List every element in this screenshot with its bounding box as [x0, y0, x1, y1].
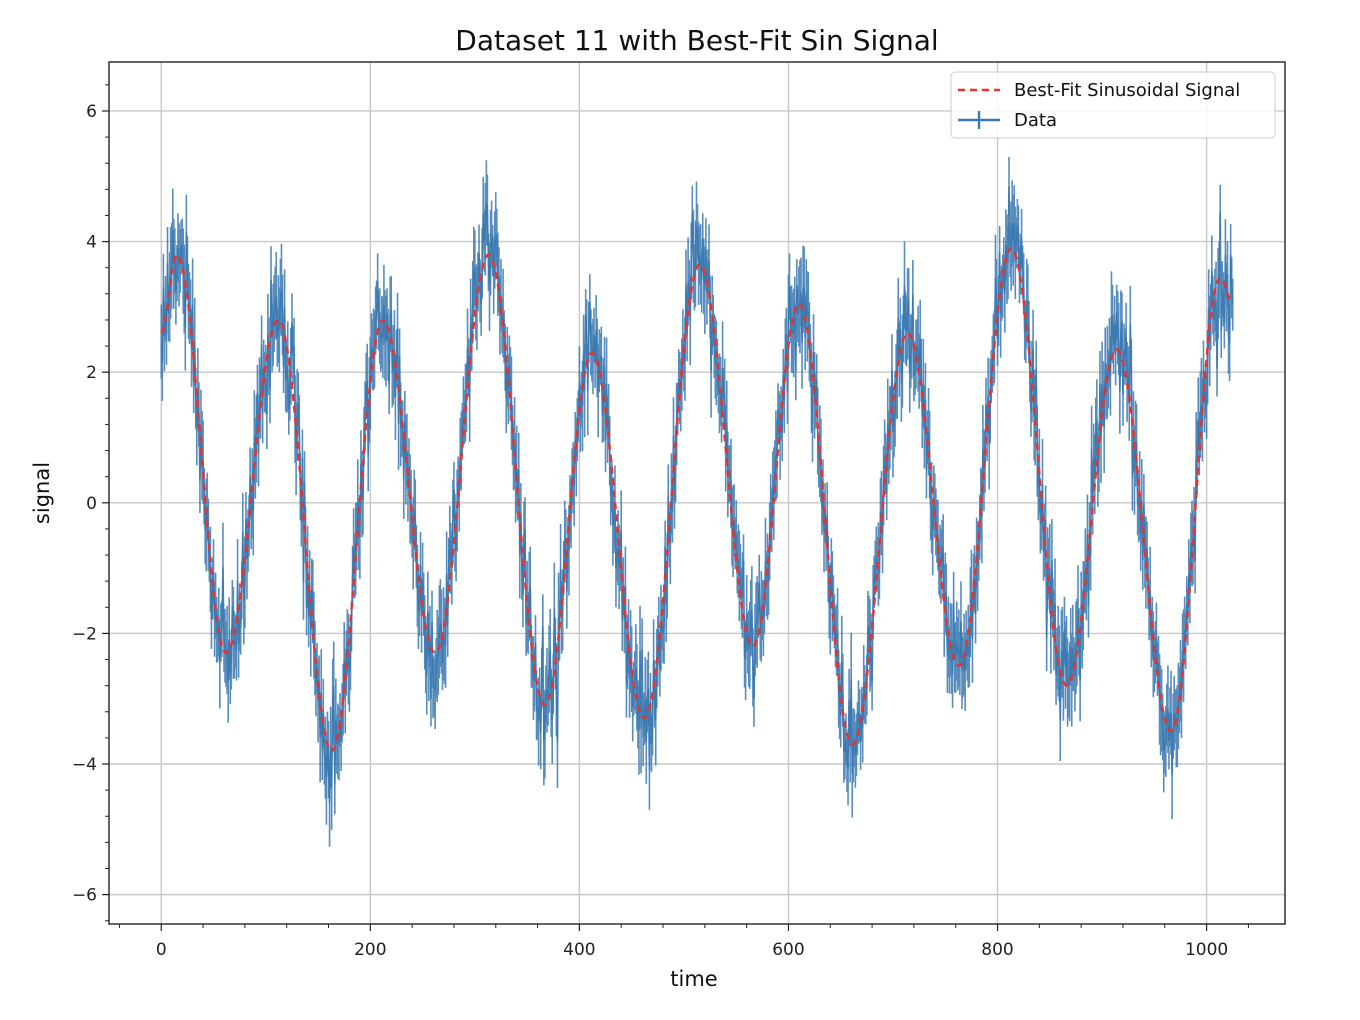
plot-frame	[108, 61, 1286, 925]
x-tick-label: 0	[156, 940, 167, 960]
x-tick-label: 1000	[1185, 940, 1228, 960]
y-tick-label: −2	[72, 624, 97, 644]
y-axis-label: signal	[30, 462, 54, 524]
y-tick-label: −6	[72, 886, 97, 906]
legend-fit-label: Best-Fit Sinusoidal Signal	[1014, 80, 1240, 101]
fit-series-layer	[160, 247, 1233, 752]
x-tick-label: 600	[772, 940, 804, 960]
x-tick-label: 400	[563, 940, 595, 960]
chart-title: Dataset 11 with Best-Fit Sin Signal	[455, 24, 938, 57]
y-tick-label: 2	[86, 363, 97, 383]
y-tick-label: 6	[86, 102, 97, 122]
best-fit-line	[160, 247, 1233, 752]
y-tick-label: −4	[72, 755, 97, 775]
y-tick-label: 4	[86, 233, 97, 253]
legend-box	[950, 71, 1276, 139]
x-tick-label: 800	[981, 940, 1013, 960]
axis-ticks: 0 200 400 600 800 1000 −6 −4 −2 0 2 4 6	[72, 84, 1249, 960]
x-axis-label: time	[670, 967, 717, 991]
x-tick-label: 200	[354, 940, 386, 960]
legend-data-label: Data	[1014, 110, 1057, 131]
y-tick-label: 0	[86, 494, 97, 514]
legend: Best-Fit Sinusoidal Signal Data	[950, 71, 1276, 139]
